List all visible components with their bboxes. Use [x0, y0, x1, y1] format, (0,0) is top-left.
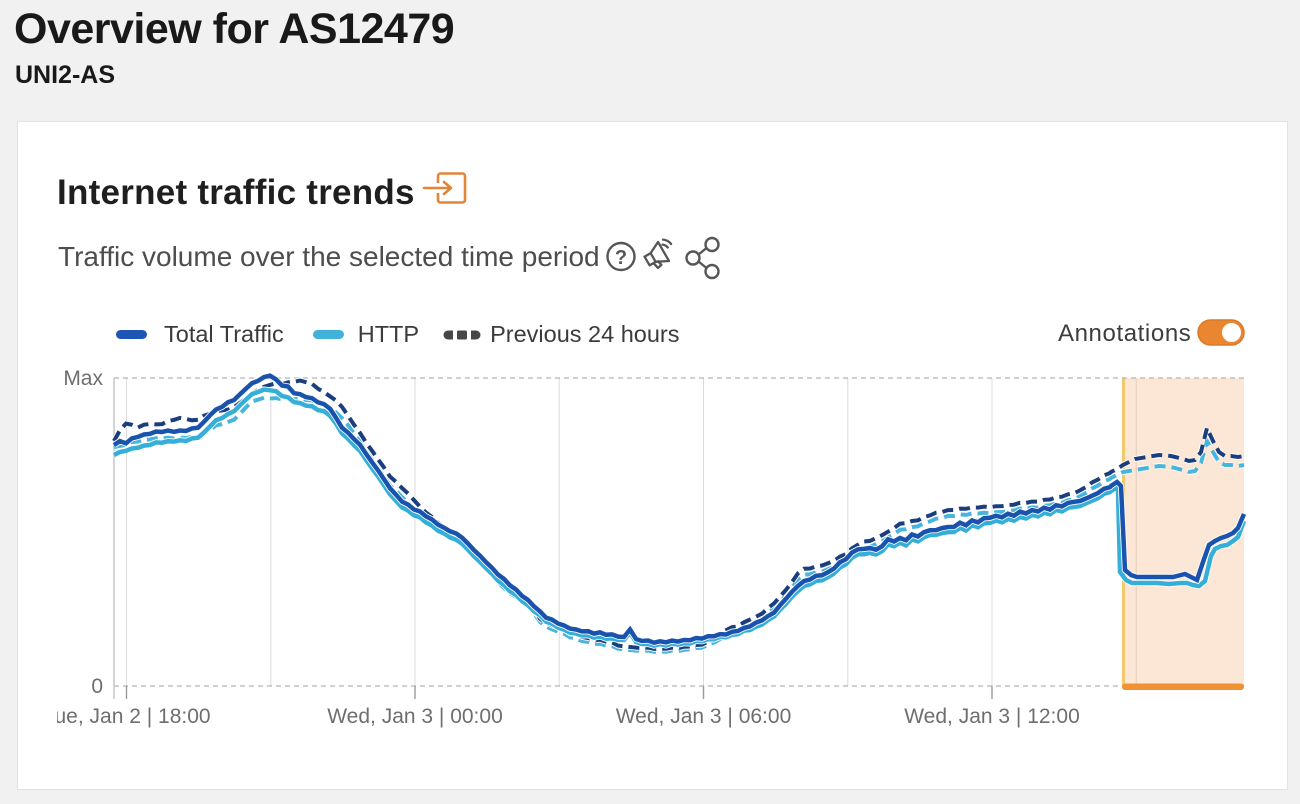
svg-text:?: ? — [615, 247, 627, 269]
svg-text:Tue, Jan 2 | 18:00: Tue, Jan 2 | 18:00 — [42, 705, 210, 728]
svg-text:Wed, Jan 3 | 00:00: Wed, Jan 3 | 00:00 — [327, 705, 503, 728]
svg-text:0: 0 — [91, 675, 103, 698]
svg-text:Wed, Jan 3 | 06:00: Wed, Jan 3 | 06:00 — [616, 705, 792, 728]
svg-text:Wed, Jan 3 | 12:00: Wed, Jan 3 | 12:00 — [904, 705, 1080, 728]
svg-text:Max: Max — [63, 367, 103, 390]
